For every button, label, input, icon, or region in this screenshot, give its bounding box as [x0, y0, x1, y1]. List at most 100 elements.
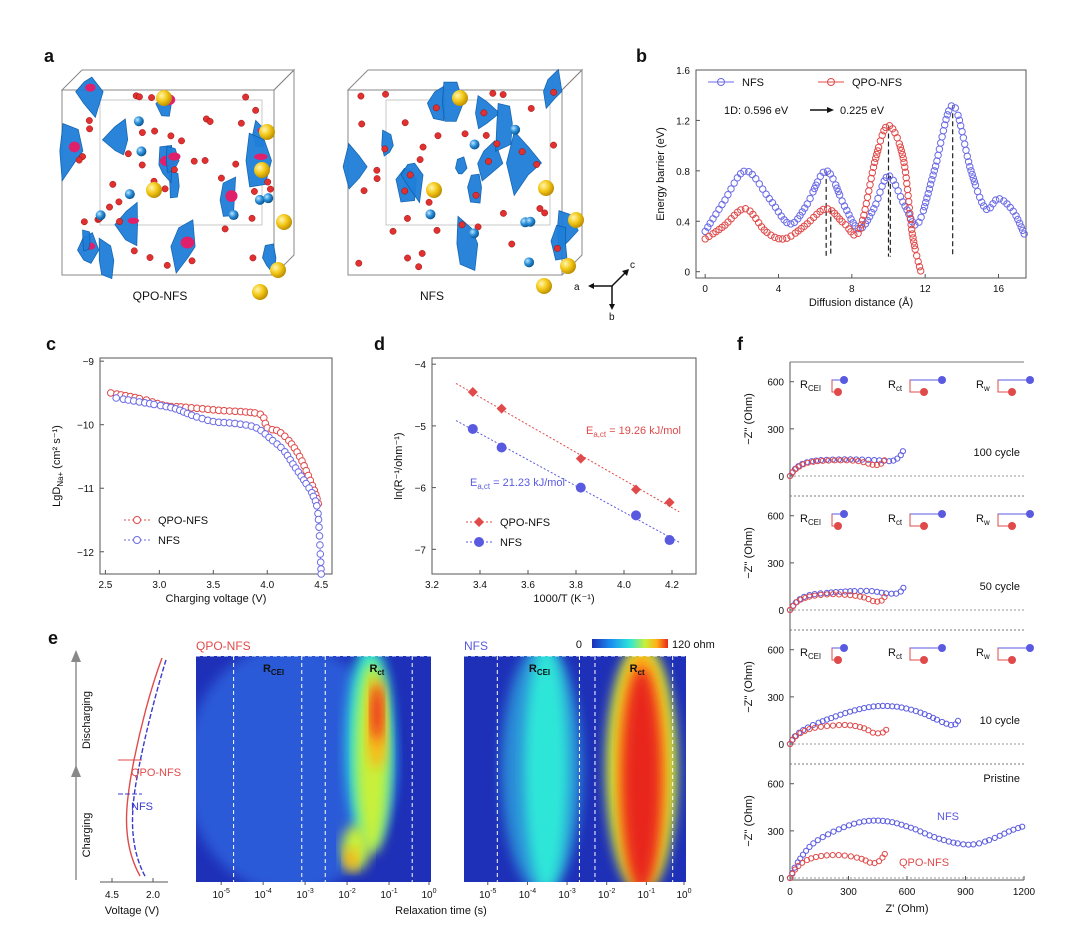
f-point-qpo-nfs [874, 598, 881, 605]
f-point-nfs [804, 724, 812, 731]
oxygen-atom [541, 209, 549, 217]
cube-front-face [61, 89, 275, 276]
f-circuit-ball-nfs [1026, 376, 1034, 384]
e-label-rcei-sub: CEI [537, 668, 550, 677]
f-circuit-label-main: R [976, 379, 984, 391]
oxygen-atom [432, 104, 440, 112]
c-x-tick-label: 4.0 [260, 580, 274, 591]
b-point-nfs [941, 121, 949, 129]
f-circuit-ball-nfs [1026, 644, 1034, 652]
panel-b-frame [695, 69, 1027, 279]
f-subplot-title: Pristine [983, 773, 1020, 785]
f-y-tick-label: 0 [778, 740, 784, 751]
f-y-tick-label: 0 [778, 874, 784, 885]
d-point-nfs [575, 482, 586, 493]
oxygen-atom [360, 187, 368, 195]
f-subplot-title: 10 cycle [980, 715, 1020, 727]
e-label-rcei: RCEI [529, 663, 550, 677]
e-label-rct: Rct [630, 663, 645, 677]
e-x-tick-label-exp: -5 [224, 888, 230, 895]
f-circuit-label: Rw [976, 513, 990, 527]
sodium-atom-yellow [252, 284, 268, 300]
b-annotation-from: 1D: 0.596 eV [724, 105, 789, 117]
oxygen-atom [85, 117, 93, 124]
oxygen-atom [500, 209, 507, 217]
panel-c-frame [99, 357, 333, 575]
b-point-nfs [796, 211, 804, 220]
f-point-nfs [847, 588, 854, 595]
b-point-nfs [919, 206, 928, 215]
f-circuit-label-main: R [800, 647, 808, 659]
crystal-axes-icon: a b c [574, 260, 635, 323]
oxygen-atom [232, 160, 240, 168]
b-point-nfs [787, 220, 795, 228]
e-x-tick-label-exp: 0 [433, 888, 437, 895]
f-circuit-ball-qpo [1008, 656, 1016, 664]
f-circuit-ball-qpo [834, 656, 842, 664]
b-point-nfs [840, 202, 849, 210]
f-circuit-label-sub: ct [896, 384, 903, 393]
c-point-nfs [112, 394, 120, 402]
f-point-nfs [950, 839, 957, 846]
e-voltage-curve-nfs [131, 659, 167, 879]
c-x-tick-label: 2.5 [98, 580, 112, 591]
e-x-tick-label: 10-5 [479, 888, 496, 901]
e-x-tick-label: 10-4 [254, 888, 271, 901]
e-x-tick-label-base: 10 [380, 890, 392, 901]
e-heatmap-intensity [621, 667, 662, 882]
oxygen-atom [221, 225, 229, 233]
oxygen-atom [533, 161, 541, 168]
oxygen-atom [146, 254, 154, 261]
e-x-tick-label-exp: -2 [609, 888, 615, 895]
isosurface-blob [456, 215, 479, 271]
f-circuit-label: Rct [888, 379, 903, 393]
f-point-qpo-nfs [881, 457, 888, 464]
b-point-nfs [730, 179, 738, 187]
b-point-nfs [733, 174, 742, 182]
b-point-nfs [925, 185, 934, 193]
f-point-nfs [991, 834, 998, 842]
f-point-nfs [835, 826, 842, 833]
oxygen-atom [138, 161, 146, 169]
sodium-atom-yellow [254, 162, 270, 178]
isosurface-blob [550, 224, 568, 261]
d-point-nfs [496, 442, 507, 453]
b-y-tick-label: 0 [684, 268, 690, 279]
b-legend-label: QPO-NFS [852, 77, 902, 89]
b-point-qpo-nfs [863, 193, 872, 202]
oxygen-atom [404, 215, 411, 222]
f-y-tick-label: 300 [767, 827, 784, 838]
b-point-nfs [915, 218, 923, 226]
d-point-qpo-nfs [496, 403, 507, 414]
isosurface-blob [381, 129, 394, 157]
b-y-tick-label: 0.8 [676, 167, 690, 178]
b-point-nfs [926, 180, 935, 189]
f-point-nfs [954, 717, 962, 725]
b-point-nfs [917, 213, 925, 222]
b-point-qpo-nfs [889, 125, 897, 133]
oxygen-atom [480, 109, 488, 117]
e-region-discharging: Discharging [81, 691, 93, 749]
f-point-qpo-nfs [835, 722, 843, 729]
e-x-tick-label-base: 10 [598, 890, 610, 901]
f-circuit-label-main: R [800, 513, 808, 525]
d-fit-line-qpo-nfs [455, 382, 680, 513]
b-x-tick-label: 8 [849, 284, 855, 295]
oxygen-atom [242, 93, 250, 101]
f-circuit-ball-qpo [1008, 522, 1016, 530]
b-annotation-to: 0.225 eV [840, 105, 885, 117]
oxygen-atom [124, 150, 132, 158]
e-heatmap-qpo-nfs [196, 656, 431, 882]
panel-a-captions: QPO-NFS NFS [133, 289, 444, 303]
f-point-qpo-nfs [837, 457, 844, 464]
f-point-qpo-nfs [856, 724, 864, 731]
d-annotation-qpo-rest: = 19.26 kJ/mol [606, 425, 681, 437]
b-point-qpo-nfs [835, 215, 844, 223]
cube-side-edge [273, 68, 295, 276]
f-point-nfs [970, 841, 977, 848]
b-point-qpo-nfs [778, 235, 787, 243]
sodium-atom-yellow [270, 262, 286, 278]
e-x-tick-label: 10-1 [380, 888, 397, 901]
c-y-axis-label: LgDNa+ (cm² s⁻¹) [51, 425, 65, 507]
f-x-axis-label: Z' (Ohm) [885, 903, 928, 915]
